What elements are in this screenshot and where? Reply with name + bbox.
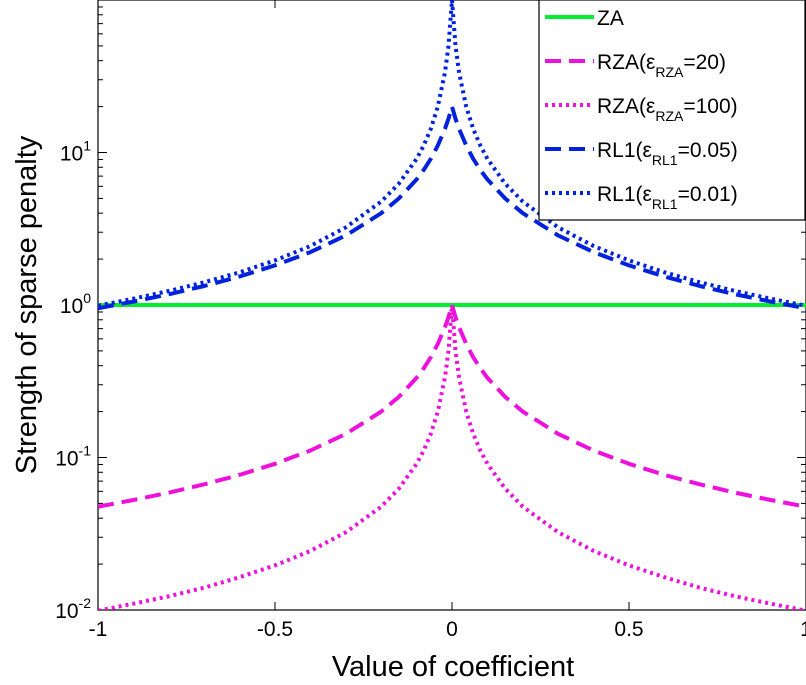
legend-label-text: RZA(ε (597, 95, 655, 118)
y-tick-label: 101 (60, 138, 91, 166)
legend-label-subscript: RL1 (652, 152, 678, 168)
y-tick-base: 10 (55, 600, 78, 623)
x-tick-label: -1 (89, 618, 108, 641)
y-tick-label: 10-1 (55, 443, 91, 471)
series-line-3 (98, 104, 806, 311)
y-tick-base: 10 (55, 448, 78, 471)
y-tick-base: 10 (60, 143, 83, 166)
x-tick-label: 0.5 (614, 618, 643, 641)
y-tick-exponent: -2 (79, 595, 92, 611)
y-tick-base: 10 (60, 295, 83, 318)
legend-label-text: RL1(ε (597, 139, 652, 162)
legend-label: RL1(εRL1=0.01) (597, 183, 738, 212)
series-line-4 (98, 0, 806, 308)
x-tick-label: 0 (446, 618, 458, 641)
x-tick-label: 1 (800, 618, 806, 641)
legend-label-subscript: RZA (655, 108, 684, 124)
legend-label-value: =20) (683, 51, 726, 74)
legend: ZARZA(εRZA=20)RZA(εRZA=100)RL1(εRL1=0.05… (538, 0, 806, 221)
y-tick-exponent: 0 (83, 290, 91, 306)
legend-label-value: =0.01) (678, 183, 738, 206)
y-tick-exponent: -1 (79, 443, 92, 459)
series-line-1 (98, 303, 806, 509)
legend-label-text: RZA(ε (597, 51, 655, 74)
series-group (98, 0, 806, 610)
x-axis-label: Value of coefficient (332, 651, 574, 683)
legend-label-value: =100) (683, 95, 737, 118)
legend-label-value: =0.05) (678, 139, 738, 162)
legend-label: RL1(εRL1=0.05) (597, 139, 738, 168)
series-line-2 (98, 303, 806, 610)
y-tick-label: 10-2 (55, 595, 91, 623)
legend-label-text: ZA (597, 7, 624, 30)
y-axis-label: Strength of sparse penalty (11, 135, 43, 474)
legend-label: RZA(εRZA=100) (597, 95, 738, 124)
x-tick-label: -0.5 (257, 618, 293, 641)
y-tick-exponent: 1 (83, 138, 91, 154)
legend-box (538, 0, 806, 221)
legend-label: RZA(εRZA=20) (597, 51, 726, 80)
y-tick-label: 100 (60, 290, 91, 318)
legend-label-text: RL1(ε (597, 183, 652, 206)
legend-label: ZA (597, 7, 624, 30)
legend-label-subscript: RZA (655, 64, 684, 80)
legend-label-subscript: RL1 (652, 196, 678, 212)
